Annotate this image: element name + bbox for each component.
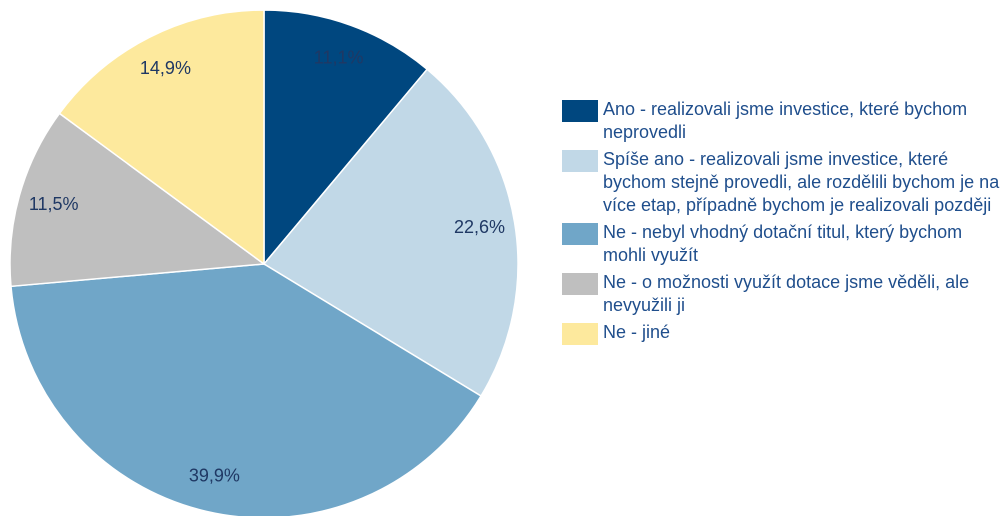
data-label: 22,6% (454, 217, 505, 237)
legend-label: Spíše ano - realizovali jsme investice, … (603, 149, 1000, 215)
legend-item: Ne - nebyl vhodný dotační titul, který b… (562, 221, 1001, 267)
data-label: 11,5% (29, 194, 79, 214)
legend-swatch (562, 223, 598, 245)
pie-slice (262, 68, 519, 398)
legend-swatch (562, 323, 598, 345)
legend-item: Spíše ano - realizovali jsme investice, … (562, 148, 1001, 217)
legend-item: Ne - o možnosti využít dotace jsme věděl… (562, 271, 1001, 317)
legend-item: Ne - jiné (562, 321, 1001, 345)
legend-label: Ano - realizovali jsme investice, které … (603, 99, 968, 142)
legend-swatch (562, 273, 598, 295)
data-label: 11,1% (314, 47, 364, 67)
legend-item: Ano - realizovali jsme investice, které … (562, 98, 1001, 144)
legend-label: Ne - nebyl vhodný dotační titul, který b… (603, 222, 963, 265)
pie-slice (9, 112, 267, 288)
pie-slice (263, 9, 429, 267)
data-label: 39,9% (189, 465, 240, 485)
data-label: 14,9% (140, 58, 191, 78)
legend-swatch (562, 100, 598, 122)
legend: Ano - realizovali jsme investice, které … (562, 98, 1001, 348)
legend-label: Ne - o možnosti využít dotace jsme věděl… (603, 272, 970, 315)
legend-swatch (562, 150, 598, 172)
legend-label: Ne - jiné (603, 322, 671, 342)
pie-slice (58, 9, 265, 266)
chart: 11,1% 22,6% 39,9% 11,5% 14,9% (9, 9, 519, 516)
pie-slice (10, 263, 483, 516)
